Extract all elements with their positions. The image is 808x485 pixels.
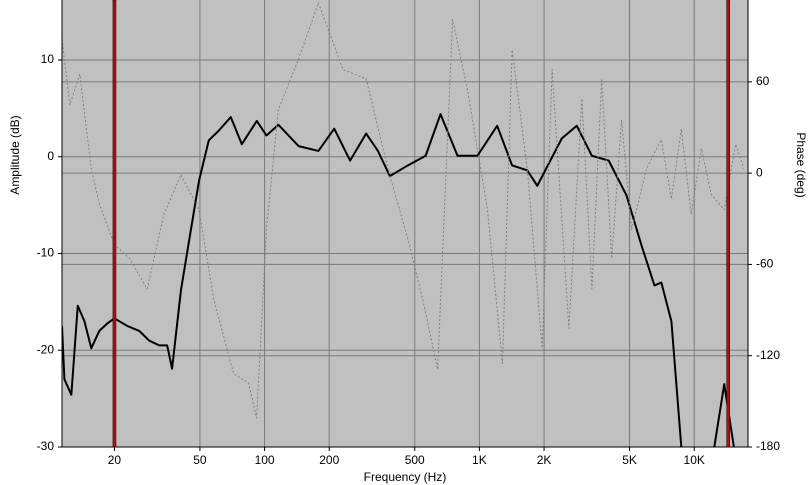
phase-line [62, 2, 745, 419]
x-tick-label: 500 [405, 453, 425, 467]
y2-axis-label: Phase (deg) [794, 132, 808, 197]
plot-marks [62, 2, 745, 447]
x-tick-label: 200 [319, 453, 339, 467]
amplitude-line [713, 383, 735, 447]
y2-tick-label: -120 [756, 348, 780, 362]
x-tick-label: 100 [255, 453, 275, 467]
x-tick-label: 10K [684, 453, 705, 467]
y-tick-label: 10 [41, 52, 55, 66]
x-tick-label: 50 [193, 453, 207, 467]
cursor-marker [112, 0, 117, 448]
y2-tick-label: -60 [756, 257, 774, 271]
y2-tick-label: -180 [756, 439, 780, 453]
x-tick-label: 20 [108, 453, 122, 467]
x-tick-label: 5K [622, 453, 637, 467]
x-tick-label: 2K [537, 453, 552, 467]
y-tick-label: -20 [37, 342, 55, 356]
y-axis-label: Amplitude (dB) [8, 115, 22, 194]
y2-tick-label: 60 [756, 74, 770, 88]
y-tick-label: 0 [47, 149, 54, 163]
amplitude-line [62, 113, 683, 447]
cursor-marker [726, 0, 731, 448]
y-tick-label: -10 [37, 246, 55, 260]
y-tick-label: -30 [37, 439, 55, 453]
x-tick-label: 1K [472, 453, 487, 467]
plot-area [62, 0, 748, 447]
x-axis-label: Frequency (Hz) [364, 470, 447, 484]
y2-tick-label: 0 [756, 165, 763, 179]
